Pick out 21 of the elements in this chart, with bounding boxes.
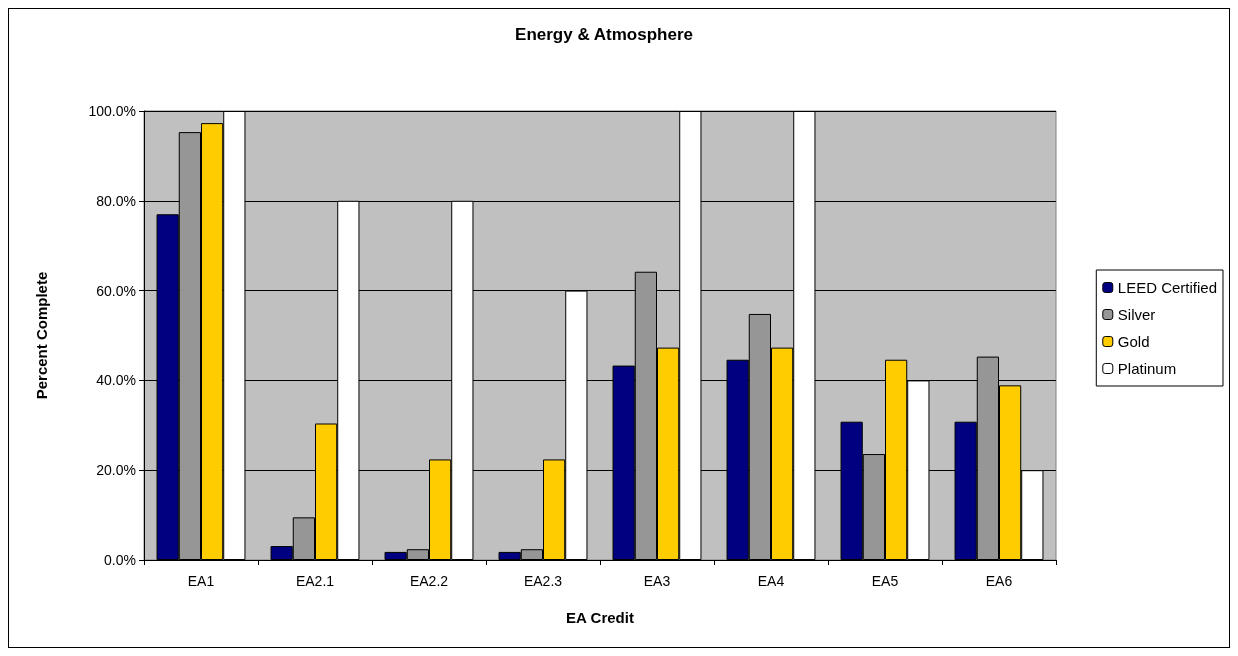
x-tick-label: EA3 — [643, 573, 671, 589]
y-tick-label: 100.0% — [88, 103, 136, 119]
x-tick-label: EA2.1 — [295, 573, 335, 589]
legend-label: LEED Certified — [1117, 279, 1218, 296]
y-tick-label: 80.0% — [96, 192, 136, 209]
y-tick-label: 40.0% — [96, 372, 136, 389]
y-tick-label: 60.0% — [96, 282, 136, 299]
legend-label: Platinum — [1117, 360, 1177, 377]
x-tick-label: EA4 — [757, 573, 785, 589]
legend-label: Silver — [1117, 306, 1156, 323]
x-tick-label: EA2.2 — [409, 573, 449, 589]
y-axis-title: Percent Complete — [33, 271, 50, 400]
y-tick-label: 0.0% — [104, 552, 136, 568]
legend-label: Gold — [1117, 333, 1150, 350]
x-axis-title: EA Credit — [566, 609, 634, 626]
x-tick-label: EA2.3 — [523, 573, 563, 589]
x-tick-label: EA5 — [871, 573, 899, 589]
chart-title: Energy & Atmosphere — [515, 25, 693, 44]
x-tick-label: EA6 — [985, 573, 1013, 589]
x-tick-label: EA1 — [187, 573, 215, 589]
y-tick-label: 20.0% — [96, 462, 136, 479]
